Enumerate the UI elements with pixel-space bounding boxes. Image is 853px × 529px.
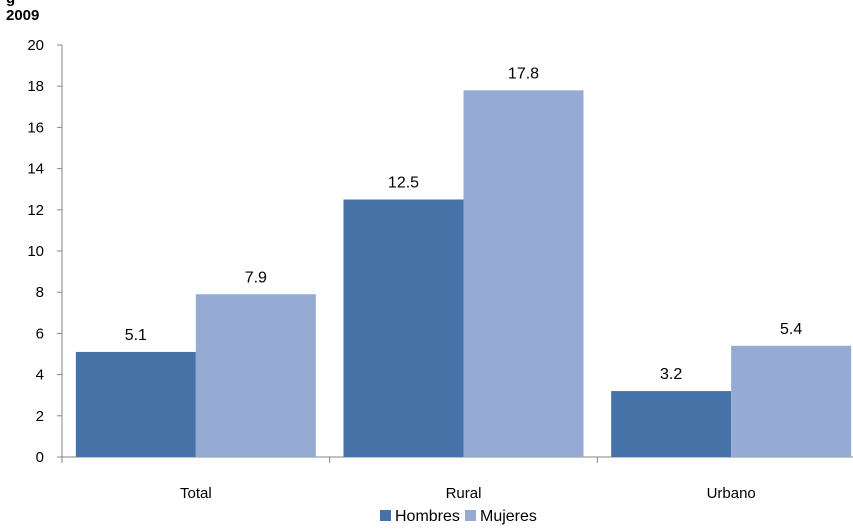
category-label: Urbano [707, 485, 756, 502]
y-tick-label: 2 [36, 408, 44, 425]
data-label: 17.8 [508, 65, 539, 82]
data-label: 3.2 [660, 366, 682, 383]
data-label: 12.5 [388, 175, 419, 192]
data-label: 5.4 [780, 321, 802, 338]
bar-hombres-total [75, 351, 196, 457]
y-tick-label: 10 [27, 243, 44, 260]
chart-year-heading: 2009 [6, 7, 40, 24]
y-tick-label: 4 [36, 367, 44, 384]
y-tick-label: 6 [36, 325, 44, 342]
y-tick-label: 18 [27, 78, 44, 95]
bar-mujeres-urbano [731, 345, 852, 457]
data-label: 5.1 [125, 327, 147, 344]
legend-swatch-hombres [380, 510, 391, 521]
legend-swatch-mujeres [465, 510, 476, 521]
y-tick-label: 20 [27, 37, 44, 54]
category-label: Rural [446, 485, 482, 502]
category-label: Total [180, 485, 212, 502]
y-tick-label: 12 [27, 202, 44, 219]
y-tick-label: 16 [27, 119, 44, 136]
legend-label: Hombres [395, 508, 460, 525]
bar-hombres-urbano [611, 391, 732, 457]
bar-hombres-rural [343, 199, 464, 457]
y-tick-label: 8 [36, 284, 44, 301]
y-tick-label: 0 [36, 449, 44, 466]
bar-mujeres-rural [463, 90, 584, 457]
y-tick-label: 14 [27, 161, 44, 178]
clipped-title-fragment: g [6, 0, 15, 6]
bar-mujeres-total [195, 294, 316, 457]
data-label: 7.9 [245, 269, 267, 286]
legend-label: Mujeres [480, 508, 537, 525]
